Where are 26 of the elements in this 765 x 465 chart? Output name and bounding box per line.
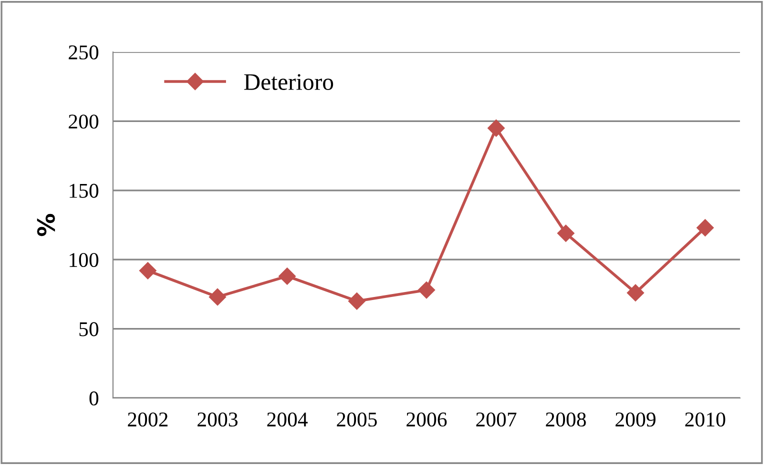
point <box>348 292 366 310</box>
y-tick-label: 0 <box>89 391 98 406</box>
legend-label: Deterioro <box>244 74 334 90</box>
point <box>696 219 714 236</box>
y-tick-label: 200 <box>68 114 98 129</box>
point <box>626 284 644 302</box>
x-tick-label: 2009 <box>616 412 656 427</box>
x-tick-label: 2002 <box>128 412 168 427</box>
point <box>557 224 574 242</box>
x-tick-label: 2003 <box>198 412 238 427</box>
x-tick-label: 2006 <box>406 412 447 427</box>
y-tick-label: 100 <box>70 252 98 268</box>
x-tick-label: 2008 <box>546 412 586 427</box>
x-tick-label: 2005 <box>336 412 377 427</box>
point <box>488 120 505 137</box>
x-tick-label: 2007 <box>476 412 516 427</box>
y-axis-title: % <box>37 214 55 236</box>
point <box>418 281 436 299</box>
x-tick-label: 2004 <box>267 412 308 427</box>
y-tick-label: 250 <box>68 45 98 60</box>
point <box>208 288 226 306</box>
y-tick-label: 50 <box>79 322 98 336</box>
x-tick-label: 2010 <box>685 412 726 427</box>
y-tick-label: 150 <box>70 184 98 198</box>
point <box>278 268 296 285</box>
point <box>139 262 156 280</box>
